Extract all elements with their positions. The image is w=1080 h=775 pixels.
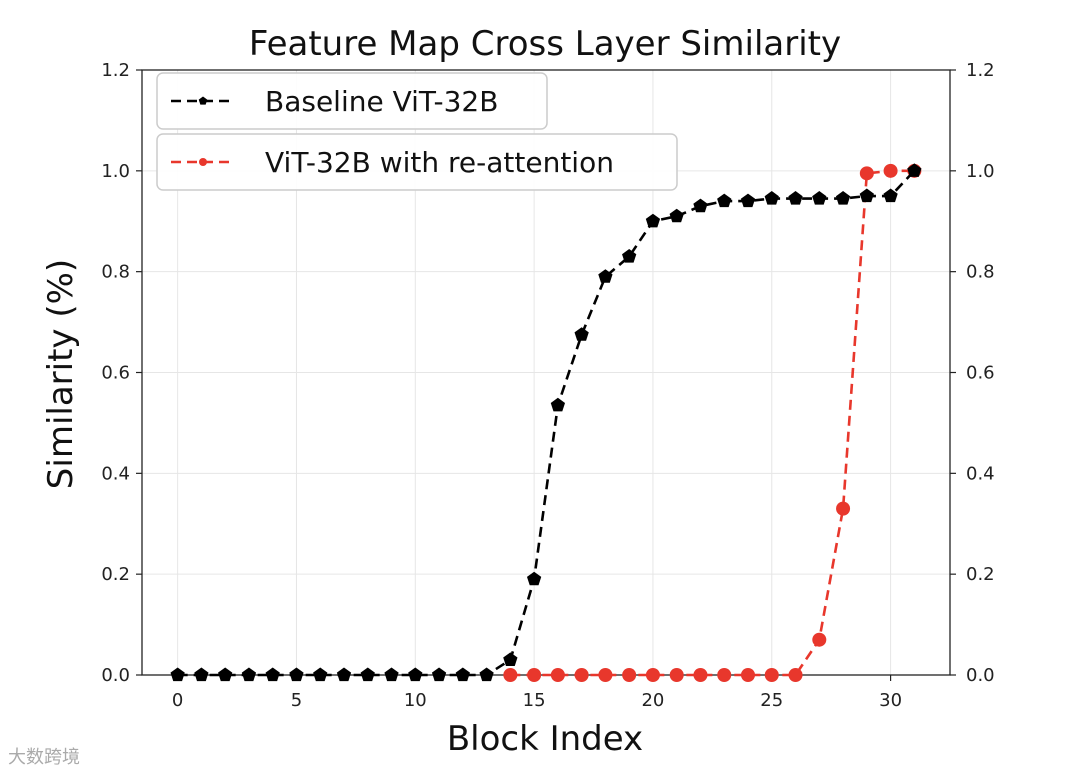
data-point [788, 191, 803, 205]
x-tick-label: 5 [291, 690, 302, 711]
data-point [717, 193, 732, 208]
y-tick-label-right: 0.2 [966, 564, 995, 585]
data-point [836, 501, 851, 516]
data-point [717, 668, 732, 682]
x-axis-title: Block Index [447, 719, 643, 759]
y-tick-label-right: 0.8 [966, 262, 995, 283]
data-point [741, 668, 755, 682]
legend-marker [198, 96, 208, 105]
data-point [669, 668, 684, 682]
data-point [503, 652, 518, 666]
data-point [550, 668, 565, 682]
data-point [812, 191, 827, 205]
data-point [883, 163, 898, 178]
data-point [479, 667, 494, 682]
data-point [859, 166, 874, 181]
data-point [835, 191, 851, 205]
data-point [764, 191, 779, 205]
data-point [907, 163, 922, 177]
data-point [194, 667, 209, 682]
data-point [384, 667, 399, 682]
data-point [622, 249, 637, 263]
data-point [503, 668, 518, 682]
y-tick-label: 0.2 [101, 564, 130, 585]
y-tick-label: 0.8 [101, 262, 130, 283]
y-axis-title: Similarity (%) [41, 259, 81, 489]
data-point [740, 193, 756, 208]
data-point [574, 668, 589, 682]
legend: Baseline ViT-32B ViT-32B with re-attentio… [156, 72, 678, 191]
data-point [598, 668, 613, 682]
data-point [170, 667, 185, 682]
data-point [812, 632, 827, 647]
left-y-ticks: 0.0 0.2 0.4 0.6 0.8 1.0 1.2 [101, 60, 142, 686]
x-tick-label: 10 [404, 690, 427, 711]
y-tick-label-right: 0.6 [966, 363, 995, 384]
data-point [883, 188, 898, 203]
y-tick-label: 0.6 [101, 363, 130, 384]
data-point [241, 667, 257, 682]
data-point [313, 667, 328, 682]
data-point [527, 668, 542, 682]
y-tick-label-right: 1.0 [966, 161, 995, 182]
data-point [859, 188, 874, 203]
data-point [764, 668, 779, 682]
series-baseline [170, 163, 922, 682]
y-tick-label: 1.0 [101, 161, 130, 182]
legend-entry: Baseline ViT-32B [156, 72, 548, 130]
data-point [622, 668, 637, 682]
legend-box [156, 133, 678, 191]
y-tick-label: 0.4 [101, 463, 130, 484]
data-point [788, 668, 803, 682]
legend-entry: ViT-32B with re-attention [156, 133, 678, 191]
y-tick-label: 1.2 [101, 60, 130, 81]
data-point [289, 667, 304, 682]
data-point [693, 198, 708, 213]
data-point [408, 667, 423, 682]
legend-box [156, 72, 548, 130]
x-ticks: 0 5 10 15 20 25 30 [172, 675, 902, 711]
data-point [669, 208, 684, 223]
data-point [431, 667, 447, 682]
series-re-attention [503, 163, 922, 682]
data-point [693, 668, 708, 682]
x-tick-label: 20 [641, 690, 664, 711]
y-tick-label: 0.0 [101, 665, 130, 686]
data-point [526, 571, 542, 586]
data-point [645, 213, 661, 228]
x-tick-label: 25 [760, 690, 783, 711]
series-line [510, 169, 915, 677]
legend-marker [199, 158, 207, 166]
watermark-text: 大数跨境 [8, 747, 80, 768]
data-point [550, 397, 566, 412]
data-point [455, 667, 470, 682]
data-point [645, 668, 660, 682]
data-point [336, 667, 352, 682]
x-tick-label: 0 [172, 690, 183, 711]
data-point [265, 667, 280, 682]
series-line [177, 169, 916, 677]
legend-label: ViT-32B with re-attention [265, 146, 614, 179]
data-point [360, 667, 375, 682]
series-layer [170, 163, 922, 682]
y-tick-label-right: 0.4 [966, 463, 995, 484]
data-point [574, 327, 589, 341]
right-y-ticks: 0.0 0.2 0.4 0.6 0.8 1.0 1.2 [950, 60, 995, 686]
y-tick-label-right: 0.0 [966, 665, 995, 686]
x-tick-label: 30 [879, 690, 902, 711]
chart-title: Feature Map Cross Layer Similarity [249, 24, 841, 64]
legend-label: Baseline ViT-32B [265, 85, 498, 118]
x-tick-label: 15 [523, 690, 546, 711]
data-point [598, 269, 613, 283]
data-point [218, 667, 233, 682]
y-tick-label-right: 1.2 [966, 60, 995, 81]
